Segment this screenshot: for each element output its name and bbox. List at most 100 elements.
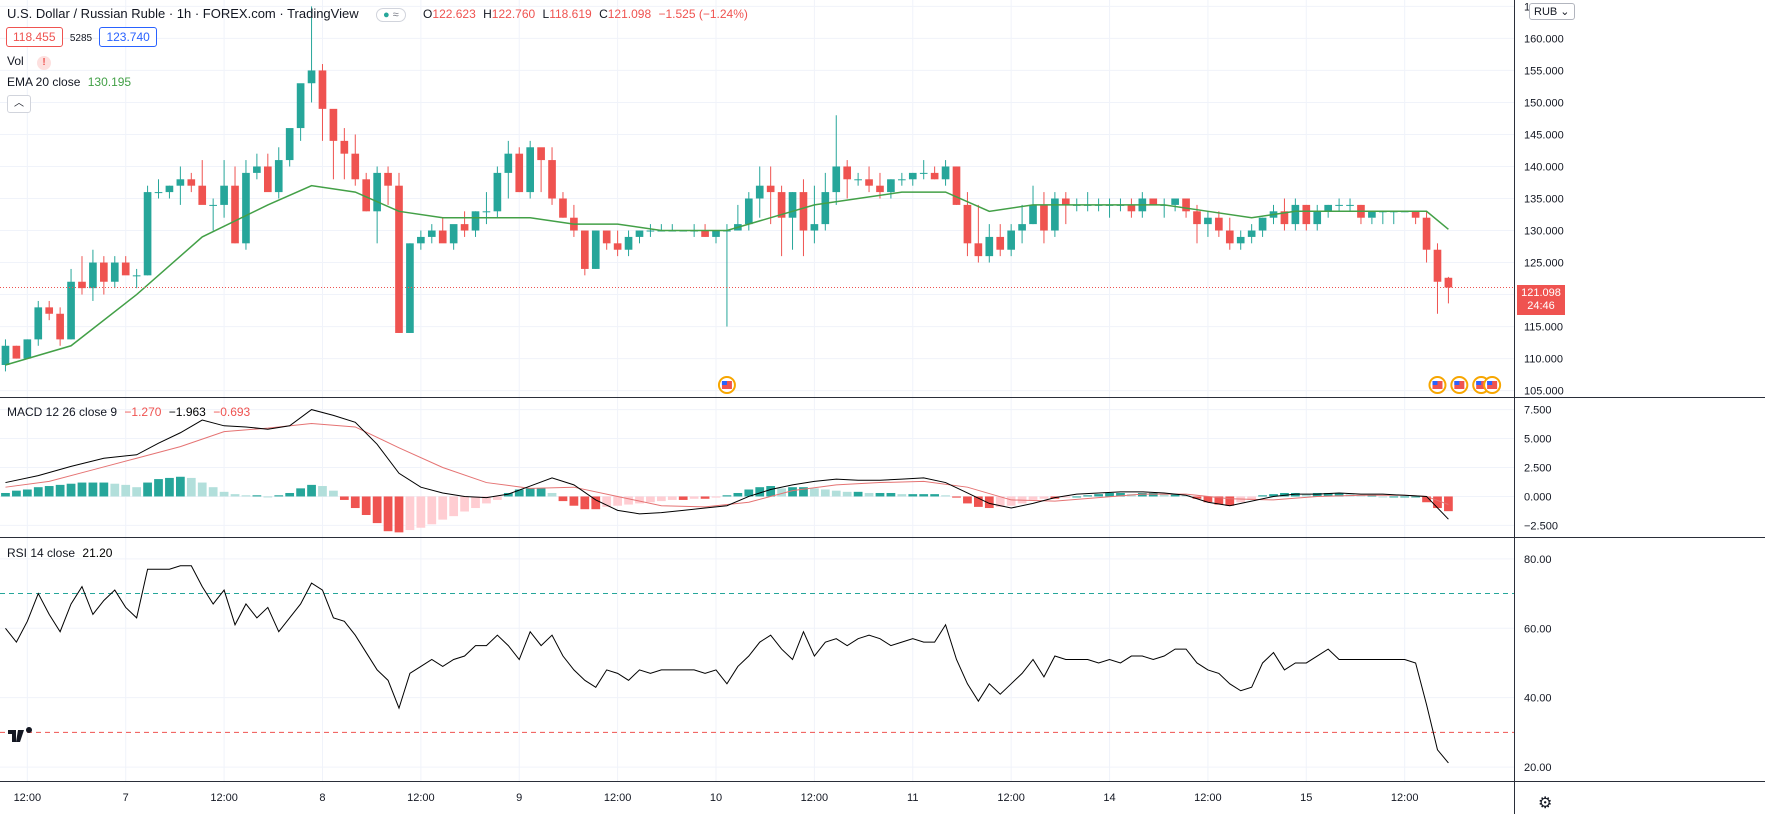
candle-body	[132, 275, 141, 277]
macd-tick-label: 5.000	[1524, 434, 1552, 446]
ema-label: EMA 20 close	[7, 75, 81, 89]
macd-histogram-bar	[886, 492, 896, 497]
candle-body	[198, 185, 207, 205]
candle-body	[832, 166, 841, 193]
macd-histogram-bar	[995, 496, 1005, 507]
candle-body	[613, 243, 622, 250]
us-flag-event-icon	[1432, 381, 1438, 385]
candle	[154, 179, 163, 199]
macd-histogram-bar	[99, 482, 109, 497]
rsi-legend[interactable]: RSI 14 close 21.20	[7, 546, 112, 560]
candle-body	[45, 307, 54, 314]
macd-histogram-bar	[1039, 496, 1049, 499]
buy-price-button[interactable]: 123.740	[99, 27, 157, 47]
macd-histogram-bar	[1072, 496, 1082, 498]
candle	[613, 230, 622, 257]
candle-body	[1433, 249, 1442, 282]
candle	[362, 172, 371, 212]
macd-histogram-bar	[1159, 494, 1169, 497]
time-tick-label: 12:00	[407, 792, 435, 804]
candle-body	[646, 230, 655, 232]
candle-body	[1, 345, 10, 365]
macd-histogram-bar	[186, 477, 196, 497]
candle-body	[285, 128, 294, 161]
candle	[1051, 192, 1059, 237]
currency-button[interactable]: RUB ⌄	[1529, 3, 1575, 20]
candle-body	[865, 179, 873, 186]
candle-body	[12, 345, 21, 359]
symbol-title[interactable]: U.S. Dollar / Russian Ruble · 1h · FOREX…	[7, 6, 359, 21]
macd-histogram-bar	[1028, 496, 1038, 500]
candle	[1247, 224, 1256, 244]
macd-line	[5, 409, 1449, 520]
candle	[788, 192, 797, 250]
candle	[1040, 192, 1048, 244]
warning-icon[interactable]: !	[37, 56, 52, 70]
candle-body	[996, 236, 1005, 250]
macd-legend[interactable]: MACD 12 26 close 9 −1.270 −1.963 −0.693	[7, 405, 250, 419]
candle	[438, 217, 447, 244]
candle-body	[56, 313, 64, 340]
macd-histogram-bar	[973, 496, 983, 507]
candle	[231, 166, 239, 244]
chevron-up-icon: ︿	[14, 98, 24, 109]
candle	[843, 160, 852, 199]
tradingview-logo-icon[interactable]	[6, 724, 32, 746]
candle	[100, 256, 108, 295]
macd-histogram-bar	[842, 491, 852, 497]
macd-histogram-bar	[656, 496, 666, 502]
settings-gear-icon[interactable]: ⚙	[1538, 795, 1553, 812]
macd-histogram-bar	[394, 496, 404, 533]
candle-body	[1291, 204, 1300, 225]
macd-histogram-bar	[952, 496, 961, 498]
candle-body	[340, 140, 349, 154]
macd-histogram-bar	[175, 476, 185, 497]
macd-tick-label: 0.000	[1524, 491, 1552, 503]
candle	[766, 166, 775, 225]
candle-body	[351, 153, 360, 180]
candle	[723, 224, 731, 327]
candle	[1302, 204, 1311, 231]
candle	[340, 128, 349, 180]
candle-body	[417, 236, 425, 244]
candle	[1368, 211, 1376, 225]
candle	[941, 160, 950, 186]
candle-body	[1225, 230, 1234, 244]
macd-histogram-bar	[700, 496, 710, 499]
candle	[996, 224, 1005, 257]
time-tick-label: 10	[710, 792, 722, 804]
macd-histogram-bar	[984, 496, 994, 509]
candle-body	[908, 172, 917, 180]
candle	[963, 192, 972, 257]
candle-body	[887, 179, 895, 193]
candle	[34, 300, 43, 346]
macd-histogram-bar	[1061, 496, 1071, 498]
candle-body	[537, 147, 545, 161]
candle	[351, 134, 360, 186]
sell-price-button[interactable]: 118.455	[6, 27, 63, 47]
candle-body	[1061, 198, 1070, 205]
time-tick-label: 9	[516, 792, 522, 804]
eye-icon[interactable]: ● ≈	[375, 8, 406, 22]
bid-ask-row: 118.455 5285 123.740	[6, 27, 157, 47]
candle-body	[985, 236, 994, 257]
ema-legend[interactable]: EMA 20 close 130.195	[7, 75, 131, 89]
ohlc-high: 122.760	[491, 7, 536, 21]
chevron-down-icon: ⌄	[1557, 6, 1570, 18]
candle-body	[362, 179, 371, 212]
macd-histogram-bar	[733, 492, 743, 497]
macd-histogram-bar	[1378, 496, 1388, 498]
candle-body	[1444, 277, 1453, 288]
candle	[1018, 204, 1026, 244]
rsi-tick-label: 20.00	[1524, 762, 1552, 774]
candle	[646, 224, 655, 237]
macd-histogram-bar	[1444, 496, 1453, 512]
collapse-legend-button[interactable]: ︿	[7, 95, 31, 113]
macd-histogram-bar	[44, 486, 54, 497]
us-flag-event-icon	[1476, 381, 1482, 385]
macd-histogram-bar	[1290, 492, 1300, 497]
macd-histogram-bar	[678, 496, 688, 500]
vol-legend[interactable]: Vol !	[7, 54, 52, 70]
candle	[712, 230, 720, 244]
